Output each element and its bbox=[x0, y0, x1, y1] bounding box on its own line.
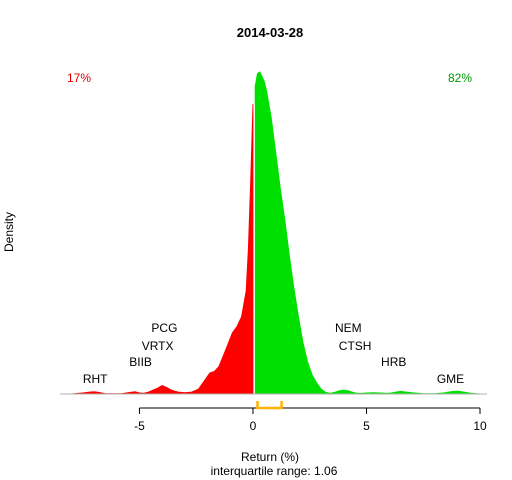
outlier-label-ctsh: CTSH bbox=[339, 339, 372, 353]
x-axis-label: Return (%) bbox=[241, 450, 299, 464]
pct-positive-label: 82% bbox=[448, 71, 472, 85]
iqr-bracket bbox=[256, 401, 283, 410]
outlier-labels: RHT BIIB VRTX PCG NEM CTSH HRB GME bbox=[83, 321, 464, 386]
outlier-label-biib: BIIB bbox=[129, 355, 152, 369]
x-tick-label: 0 bbox=[250, 419, 257, 433]
x-tick-label: -5 bbox=[134, 419, 145, 433]
iqr-subtitle: interquartile range: 1.06 bbox=[211, 464, 338, 478]
x-tick-label: 5 bbox=[363, 419, 370, 433]
iqr-bracket-mark bbox=[256, 401, 283, 410]
outlier-label-pcg: PCG bbox=[151, 321, 177, 335]
outlier-label-gme: GME bbox=[437, 372, 464, 386]
outlier-label-rht: RHT bbox=[83, 372, 108, 386]
chart-title: 2014-03-28 bbox=[237, 25, 304, 40]
outlier-label-vrtx: VRTX bbox=[142, 339, 174, 353]
x-tick-label: 10 bbox=[473, 419, 487, 433]
x-axis: -5 0 5 10 bbox=[134, 407, 487, 433]
outlier-label-nem: NEM bbox=[335, 321, 362, 335]
outlier-label-hrb: HRB bbox=[381, 355, 406, 369]
pct-negative-label: 17% bbox=[67, 71, 91, 85]
density-area bbox=[71, 71, 481, 395]
y-axis-label: Density bbox=[2, 212, 16, 252]
